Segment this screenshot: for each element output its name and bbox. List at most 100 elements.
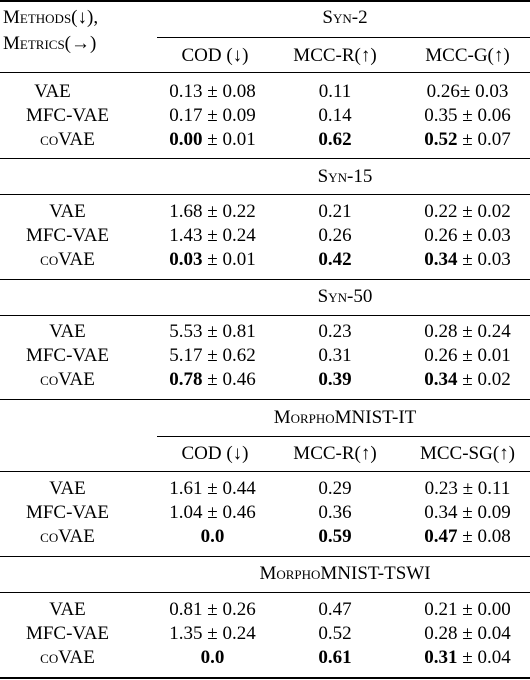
section-rule — [0, 194, 530, 195]
cod-pm: ± 0.26 — [202, 599, 256, 620]
row-method: coVAE — [40, 249, 95, 270]
section-rule — [0, 592, 530, 593]
row-mcc-r: 0.11 — [318, 81, 352, 102]
cod-value: 5.53 — [169, 321, 203, 342]
mcc-g-pm: ± 0.03 — [457, 249, 511, 270]
row-mcc-r: 0.14 — [318, 105, 352, 126]
row-method: VAE — [49, 321, 86, 342]
row-cod: 1.61 ± 0.44 — [150, 478, 275, 500]
section-rule — [0, 315, 530, 316]
row-method: MFC-VAE — [25, 105, 110, 126]
col-header-cod: COD (↓) — [181, 45, 249, 66]
cod-pm: ± 0.09 — [202, 105, 256, 126]
row-mcc-r: 0.21 — [318, 201, 352, 222]
mcc-g-pm: ± 0.02 — [457, 369, 511, 390]
row-mcc-r: 0.39 — [318, 369, 352, 390]
row-mcc-r: 0.59 — [318, 526, 352, 547]
row-method: MFC-VAE — [25, 345, 110, 366]
row-mcc-r: 0.23 — [318, 321, 352, 342]
row-cod: 0.81 ± 0.26 — [150, 599, 275, 621]
row-method: coVAE — [40, 647, 95, 668]
row-mcc-r: 0.61 — [318, 647, 352, 668]
row-mcc-r: 0.62 — [318, 129, 352, 150]
mcc-g-pm: ± 0.06 — [457, 105, 511, 126]
row-cod: 5.17 ± 0.62 — [150, 345, 275, 367]
mcc-g-value: 0.26 — [424, 345, 458, 366]
mcc-sg-value: 0.47 — [424, 526, 458, 547]
row-mcc-g: 0.34 ± 0.03 — [405, 249, 530, 271]
cod-value: 0.0 — [200, 526, 225, 547]
section-rule — [0, 399, 530, 400]
row-method: VAE — [49, 478, 86, 499]
mcc-sg-pm: ± 0.08 — [457, 526, 511, 547]
row-cod: 0.13 ± 0.08 — [150, 81, 275, 103]
cod-pm: ± 0.81 — [202, 321, 256, 342]
cod-pm: ± 0.46 — [202, 502, 256, 523]
mcc-sg-pm: ± 0.00 — [457, 599, 511, 620]
cod-value: 1.35 — [169, 623, 203, 644]
mcc-g-value: 0.34 — [424, 369, 458, 390]
methods-label: Methods(↓), — [3, 7, 99, 28]
row-method: VAE — [34, 81, 71, 102]
section-title-morphomnist-it: MorphoMNIST-IT — [160, 407, 530, 429]
cod-pm: ± 0.01 — [202, 249, 256, 270]
mcc-g-pm: ± 0.01 — [457, 345, 511, 366]
row-mcc-r: 0.26 — [318, 225, 352, 246]
cod-pm: ± 0.46 — [202, 369, 256, 390]
cod-pm: ± 0.24 — [202, 225, 256, 246]
row-method: coVAE — [40, 369, 95, 390]
mcc-g-value: 0.22 — [424, 201, 458, 222]
col-header-mcc-r: MCC-R(↑) — [293, 443, 377, 464]
section-title-suffix: MNIST-IT — [334, 407, 417, 428]
col-header-cod: COD (↓) — [181, 443, 249, 464]
mcc-sg-pm: ± 0.04 — [457, 647, 511, 668]
cod-value: 0.17 — [169, 105, 203, 126]
row-cod: 5.53 ± 0.81 — [150, 321, 275, 343]
cod-pm: ± 0.24 — [202, 623, 256, 644]
mcc-g-pm: ± 0.07 — [457, 129, 511, 150]
mcc-sg-pm: ± 0.11 — [457, 478, 511, 499]
row-cod: 0.03 ± 0.01 — [150, 249, 275, 271]
row-mcc-r: 0.29 — [318, 478, 352, 499]
mcc-sg-value: 0.21 — [424, 599, 458, 620]
row-mcc-r: 0.52 — [318, 623, 352, 644]
row-mcc-g: 0.35 ± 0.06 — [405, 105, 530, 127]
mcc-g-value: 0.52 — [424, 129, 458, 150]
mcc-sg-value: 0.34 — [424, 502, 458, 523]
section-rule — [0, 279, 530, 280]
mcc-sg-value: 0.31 — [424, 647, 458, 668]
cod-pm: ± 0.01 — [202, 129, 256, 150]
section-title-underline — [157, 37, 530, 38]
row-mcc-sg: 0.34 ± 0.09 — [405, 502, 530, 524]
section-title-syn-50: Syn-50 — [317, 286, 373, 307]
section-title-morphomnist-tswi: MorphoMNIST-TSWI — [160, 563, 530, 585]
row-mcc-r: 0.31 — [318, 345, 352, 366]
mcc-g-value: 0.26 — [424, 225, 458, 246]
mcc-g-value: 0.28 — [424, 321, 458, 342]
row-mcc-r: 0.36 — [318, 502, 352, 523]
cod-value: 0.00 — [169, 129, 203, 150]
section-title-syn-2: Syn-2 — [322, 7, 368, 28]
row-cod: 1.43 ± 0.24 — [150, 225, 275, 247]
cod-value: 0.0 — [200, 647, 225, 668]
row-mcc-g: 0.22 ± 0.02 — [405, 201, 530, 223]
row-mcc-sg: 0.31 ± 0.04 — [405, 647, 530, 669]
cod-value: 0.78 — [169, 369, 203, 390]
row-method: MFC-VAE — [25, 225, 110, 246]
mcc-g-pm: ± 0.03 — [459, 81, 509, 102]
cod-value: 0.03 — [169, 249, 203, 270]
cod-pm: ± 0.08 — [202, 81, 256, 102]
cod-value: 1.04 — [169, 502, 203, 523]
cod-value: 1.43 — [169, 225, 203, 246]
cod-value: 5.17 — [169, 345, 203, 366]
col-header-mcc-g: MCC-G(↑) — [425, 45, 510, 66]
row-method: MFC-VAE — [25, 623, 110, 644]
mcc-sg-value: 0.23 — [424, 478, 458, 499]
mcc-sg-pm: ± 0.04 — [457, 623, 511, 644]
row-mcc-g: 0.34 ± 0.02 — [405, 369, 530, 391]
row-mcc-g: 0.28 ± 0.24 — [405, 321, 530, 343]
header-rule — [0, 72, 530, 73]
row-cod: 1.35 ± 0.24 — [150, 623, 275, 645]
section-title-prefix: Morpho — [273, 407, 335, 428]
row-mcc-sg: 0.23 ± 0.11 — [405, 478, 530, 500]
